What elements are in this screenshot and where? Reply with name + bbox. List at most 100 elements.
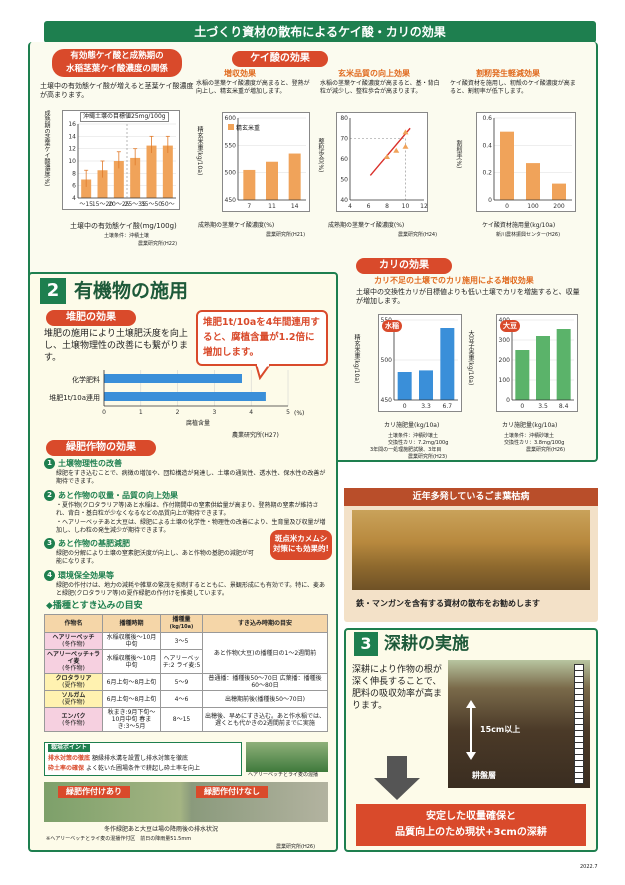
- sec2-title: 有機物の施用: [74, 280, 189, 302]
- cell-plow: 出穂期前後(播種後50〜70日): [202, 690, 328, 708]
- note-l3: 3年間の一処理施肥試験、3年目: [370, 447, 442, 453]
- src-r: 農業研究所(H26): [526, 447, 566, 453]
- x-tick-label: 3.3: [421, 403, 431, 410]
- table-row: ヘアリーベッチ+ライ麦 (冬作物) 水稲収穫後〜10月中旬 ヘアリーベッチ:2 ライ麦…: [44, 649, 328, 674]
- bar: [104, 392, 266, 401]
- sec2-header: 2 有機物の施用: [40, 278, 240, 304]
- disease-caption: 鉄・マンガンを含有する資材の散布をお勧めします: [356, 599, 540, 608]
- sec1-cond: 土壌条件：沖積土壌: [104, 233, 150, 239]
- x-tick-label: 100: [527, 203, 539, 210]
- depth-arrow: [466, 700, 476, 760]
- cell-crop: ヘアリーベッチ (冬作物): [44, 632, 103, 650]
- x-tick-label: 200: [553, 203, 565, 210]
- x-tick-label: 5: [286, 409, 290, 416]
- potash-soy-chart: 010020030040003.58.4: [499, 317, 574, 410]
- bar: [162, 145, 173, 198]
- cell-amount: 8〜15: [160, 707, 203, 732]
- yield-chart: 450 500 550 600 7 11 14: [225, 115, 306, 210]
- cell-time: 水稲収穫後〜10月中旬: [102, 632, 161, 650]
- y-tick-label: 500: [381, 357, 393, 364]
- y-tick-label: 0.6: [482, 115, 492, 122]
- cmp-note: ※ヘアリーベッチとライ麦の混播作付区 前日の降雨量51.5mm: [46, 836, 192, 842]
- silica-c2-desc: 水稲の茎葉ケイ酸濃度が高まると、基・背白粒が減少し、整粒歩合が高まります。: [320, 80, 440, 95]
- p3-desc: 緑肥の分解により土壌の窒素肥沃度が向上し、あと作物の基肥の減肥が可能になります。: [56, 550, 254, 565]
- mix-photo: [246, 742, 328, 772]
- sec3-num: 3: [354, 632, 378, 656]
- potash-ylabel-l: 精玄米重(kg/10a): [353, 334, 360, 384]
- bar: [288, 153, 301, 200]
- x-tick-label: 6: [367, 203, 371, 210]
- potash-xlabel-r: カリ施肥量(kg/10a): [502, 422, 558, 429]
- crack-xlabel: ケイ酸資材施用量(kg/10a): [482, 222, 556, 229]
- bar: [397, 372, 412, 400]
- cmp-no: 緑肥作付けなし: [196, 786, 268, 798]
- point-num-4: 4: [44, 570, 55, 581]
- x-tick-label: 8.4: [559, 403, 569, 410]
- cmp-caption: 冬作緑肥あと大豆は場の降雨後の排水状況: [104, 826, 219, 833]
- silica-title: ケイ酸の効果: [232, 51, 328, 67]
- note-r2: 交換性カリ：3.8mg/100g: [504, 440, 565, 446]
- sec1-xlabel: 土壌中の有効態ケイ酸(mg/100g): [70, 222, 177, 230]
- sec3-header: 3 深耕の実施: [354, 632, 554, 658]
- result-l1: 安定した収量確保と: [426, 811, 516, 822]
- data-point: [393, 147, 400, 153]
- p2-desc-1: ・夏作物(クロタラリア等)あと水稲は、作付期間中の窒素供給量が高まり、登熟期の窒…: [56, 502, 319, 517]
- callout-tail: [254, 364, 272, 380]
- bar: [266, 161, 278, 200]
- sec1-chart-title: 沖縄土壌の目標値25mg/100g: [80, 112, 169, 122]
- bar: [500, 131, 514, 200]
- cell-plow: 普通播：播種後50〜70日 広葉播：播種後60〜80日: [202, 673, 328, 691]
- note-l1: 土壌条件：沖積砂壌土: [388, 433, 439, 439]
- y-tick-label: 550: [225, 142, 237, 149]
- cmp-source: 農業研究所(H26): [276, 844, 316, 850]
- data-point: [402, 143, 409, 149]
- mix-photo-caption: ヘアリーベッチとライ麦の混播: [248, 772, 319, 778]
- bar: [243, 169, 256, 200]
- quality-source: 農業研究所(H24): [398, 232, 438, 238]
- x-tick-label: 3: [212, 409, 216, 416]
- th-amount-text: 播種量: [172, 616, 191, 623]
- x-tick-label: 2: [176, 409, 180, 416]
- p4-title: 環境保全効果等: [58, 571, 114, 580]
- sec1-desc: 土壌中の有効態ケイ酸が増えると茎葉ケイ酸濃度が高まります。: [40, 82, 194, 99]
- quality-ylabel: 整粒歩合(%): [317, 138, 324, 173]
- bar: [97, 170, 108, 198]
- y-tick-label: 40: [340, 197, 348, 204]
- humus-label-2: 堆肥1t/10a連用: [49, 394, 100, 402]
- x-tick-label: 12: [420, 203, 428, 210]
- point2-d: よく乾いた圃場条件で耕起し砕土率を向上: [85, 765, 200, 772]
- y-tick-label: 80: [340, 115, 348, 122]
- potash-ylabel-r: 大豆子実重(kg/10a): [467, 330, 474, 386]
- cell-plow: 出穂後、早めにすき込む。あと作水稲では、遅くとも代かきの2週間前までに実施: [202, 707, 328, 732]
- sec1-ylabel: 成熟期の茎葉ケイ酸濃度(%): [43, 110, 50, 187]
- point1-d: 額縁排水溝を設置し排水対策を徹底: [91, 755, 188, 762]
- quality-xlabel: 成熟期の茎葉ケイ酸濃度(%): [328, 222, 405, 229]
- humus-xlabel: 腐植含量: [186, 420, 211, 427]
- sec3-result-box: 安定した収量確保と 品質向上のため現状+3cmの深耕: [356, 804, 586, 846]
- cell-amount: 4〜6: [160, 690, 203, 708]
- x-tick-label: 1: [139, 409, 143, 416]
- data-point: [402, 129, 409, 135]
- cell-crop: ソルガム (夏作物): [44, 690, 103, 708]
- th-time: 播種時期: [102, 614, 161, 633]
- y-tick-label: 0.2: [482, 170, 492, 177]
- src-l: 農業研究所(H23): [408, 454, 448, 460]
- y-tick-label: 50: [340, 177, 348, 184]
- bar: [419, 370, 433, 400]
- sec1-title-l1: 有効態ケイ酸と成熟期の: [70, 51, 164, 61]
- potash-desc: 土壌中の交換性カリが目標値よりも低い土壌でカリを増施すると、収量が増加します。: [356, 288, 580, 305]
- potash-rice-chart: 45050055003.36.7: [381, 317, 458, 410]
- y-tick-label: 6: [72, 183, 76, 190]
- data-point: [384, 153, 390, 159]
- y-tick-label: 70: [340, 136, 348, 143]
- potash-subtitle: カリ不足の土壌でのカリ施用による増収効果: [374, 276, 534, 285]
- p1-title: 土壌物理性の改善: [58, 459, 122, 468]
- depth-label: 15cm以上: [480, 725, 521, 734]
- hardpan-label: 耕盤層: [472, 771, 496, 780]
- humus-unit: (%): [294, 410, 305, 417]
- cell-amount: 3〜5: [160, 632, 203, 650]
- y-tick-label: 100: [499, 377, 511, 384]
- th-amount: 播種量 (kg/10a): [160, 614, 203, 633]
- y-tick-label: 300: [499, 337, 511, 344]
- point-line-1: 排水対策の徹底 額縁排水溝を設置し排水対策を徹底: [48, 755, 188, 763]
